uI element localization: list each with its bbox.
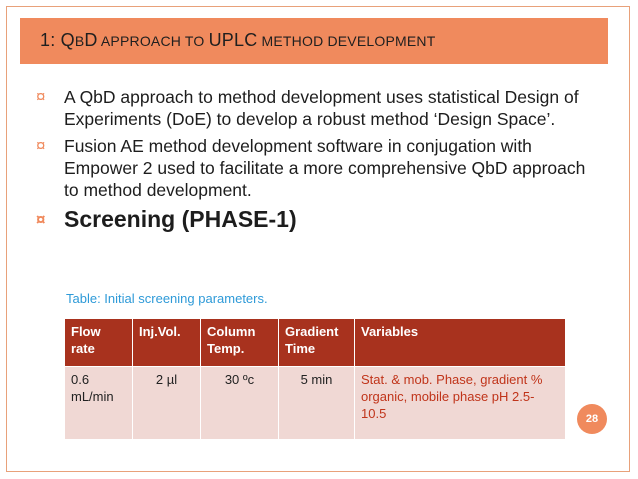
table-row: 0.6 mL/min 2 µl 30 ºc 5 min Stat. & mob.… — [64, 366, 566, 440]
parameters-table: Flow rate Inj.Vol. Column Temp. Gradient… — [64, 318, 566, 440]
bullet-text: Fusion AE method development software in… — [64, 136, 586, 200]
bullet-list: ¤ A QbD approach to method development u… — [36, 86, 602, 237]
cell-flow-rate: 0.6 mL/min — [64, 366, 133, 440]
header-gradient-time: Gradient Time — [278, 318, 355, 367]
bullet-item-heading: ¤ Screening (PHASE-1) — [36, 206, 602, 232]
header-variables: Variables — [354, 318, 566, 367]
header-inj-vol: Inj.Vol. — [132, 318, 201, 367]
slide-frame — [6, 6, 630, 472]
title-band — [20, 18, 608, 64]
header-flow-rate: Flow rate — [64, 318, 133, 367]
slide-title: 1: QBD APPROACH TO UPLC METHOD DEVELOPME… — [40, 30, 435, 51]
cell-column-temp: 30 ºc — [200, 366, 279, 440]
bullet-icon: ¤ — [36, 136, 46, 155]
table-header-row: Flow rate Inj.Vol. Column Temp. Gradient… — [64, 318, 566, 367]
bullet-item: ¤ A QbD approach to method development u… — [36, 86, 602, 130]
cell-gradient-time: 5 min — [278, 366, 355, 440]
bullet-text: A QbD approach to method development use… — [64, 87, 579, 129]
title-word-d: D APPROACH TO — [84, 30, 209, 50]
bullet-icon: ¤ — [36, 87, 46, 106]
title-number: 1: — [40, 30, 56, 50]
bullet-icon: ¤ — [36, 210, 46, 229]
header-column-temp: Column Temp. — [200, 318, 279, 367]
cell-variables: Stat. & mob. Phase, gradient % organic, … — [354, 366, 566, 440]
title-word-q: QB — [60, 30, 85, 50]
bullet-item: ¤ Fusion AE method development software … — [36, 135, 602, 201]
bullet-text: Screening (PHASE-1) — [64, 206, 297, 232]
cell-inj-vol: 2 µl — [132, 366, 201, 440]
page-number-badge: 28 — [577, 404, 607, 434]
table-caption: Table: Initial screening parameters. — [66, 291, 268, 306]
title-word-uplc: UPLC METHOD DEVELOPMENT — [208, 30, 436, 50]
